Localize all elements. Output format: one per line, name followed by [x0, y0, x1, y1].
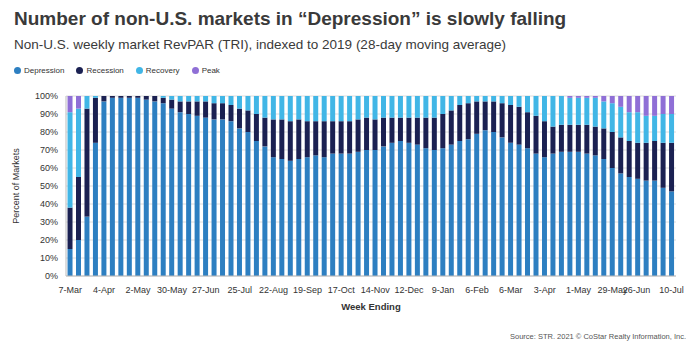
svg-text:25-Jul: 25-Jul: [227, 285, 252, 295]
svg-text:2-May: 2-May: [126, 285, 152, 295]
html-text:Source: STR. 2021 © CoStar Rea: Source: STR. 2021 © CoStar Realty Inform…: [510, 332, 686, 341]
html-text:Number of non-U.S. markets in: Number of non-U.S. markets in “Depressio…: [14, 8, 567, 29]
svg-text:50%: 50%: [40, 181, 58, 191]
svg-text:6-Mar: 6-Mar: [499, 285, 523, 295]
html-text:Recovery: Recovery: [145, 66, 180, 75]
svg-text:10%: 10%: [40, 253, 58, 263]
svg-text:Percent of Markets: Percent of Markets: [11, 148, 21, 224]
svg-text:9-Jan: 9-Jan: [432, 285, 455, 295]
svg-text:100%: 100%: [35, 91, 58, 101]
html-text:Peak: Peak: [201, 66, 220, 75]
svg-text:22-Aug: 22-Aug: [259, 285, 288, 295]
html-text:Non-U.S. weekly market RevPAR: Non-U.S. weekly market RevPAR (TRI), ind…: [14, 37, 506, 52]
svg-text:70%: 70%: [40, 145, 58, 155]
svg-text:90%: 90%: [40, 109, 58, 119]
svg-text:17-Oct: 17-Oct: [328, 285, 356, 295]
svg-text:30%: 30%: [40, 217, 58, 227]
svg-text:30-May: 30-May: [157, 285, 188, 295]
svg-text:12-Dec: 12-Dec: [395, 285, 425, 295]
html-text:Depression: Depression: [24, 66, 65, 75]
svg-text:6-Feb: 6-Feb: [465, 285, 489, 295]
svg-text:1-May: 1-May: [566, 285, 592, 295]
svg-text:14-Nov: 14-Nov: [361, 285, 391, 295]
svg-text:Week Ending: Week Ending: [341, 301, 401, 312]
svg-text:20%: 20%: [40, 235, 58, 245]
svg-text:3-Apr: 3-Apr: [534, 285, 556, 295]
svg-text:80%: 80%: [40, 127, 58, 137]
svg-text:26-Jun: 26-Jun: [623, 285, 651, 295]
svg-text:4-Apr: 4-Apr: [93, 285, 115, 295]
svg-text:27-Jun: 27-Jun: [192, 285, 220, 295]
svg-text:29-May: 29-May: [597, 285, 628, 295]
svg-text:0%: 0%: [45, 271, 58, 281]
svg-text:19-Sep: 19-Sep: [293, 285, 322, 295]
html-text:Recession: Recession: [86, 66, 124, 75]
svg-text:40%: 40%: [40, 199, 58, 209]
svg-text:7-Mar: 7-Mar: [58, 285, 82, 295]
svg-text:10-Jul: 10-Jul: [659, 285, 684, 295]
svg-text:60%: 60%: [40, 163, 58, 173]
